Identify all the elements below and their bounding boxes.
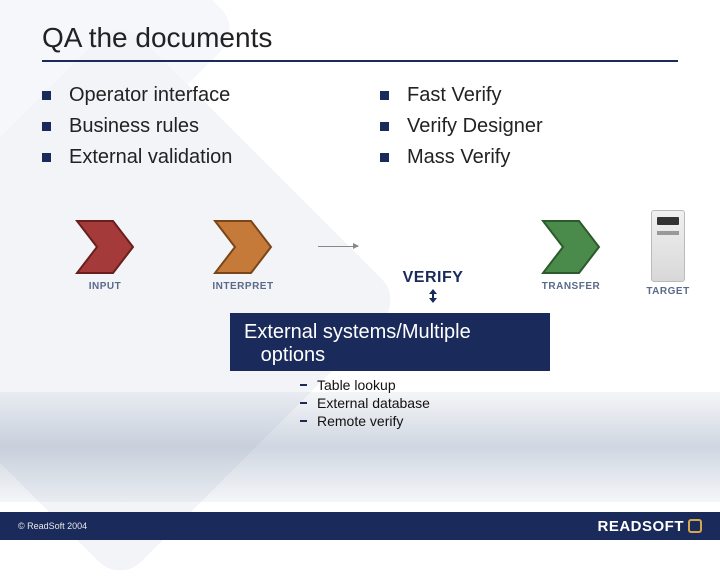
server-icon [651, 210, 685, 282]
bullets-right: Fast Verify Verify Designer Mass Verify [380, 84, 678, 177]
bullet-text: Operator interface [69, 84, 230, 107]
double-arrow-icon [428, 289, 438, 303]
sub-bullet-text: External database [317, 395, 430, 411]
dash-icon [300, 384, 307, 386]
bullet-icon [42, 153, 51, 162]
external-systems-block: External systems/Multiple options [230, 313, 550, 371]
footer-bar: © ReadSoft 2004 READSOFT [0, 512, 720, 540]
flow-label: INTERPRET [212, 281, 273, 292]
sub-bullet-item: Table lookup [300, 377, 720, 393]
flow-row: INPUT INTERPRET VERIFY TRANSFER TARGET [0, 177, 720, 303]
sub-bullet-item: External database [300, 395, 720, 411]
flow-label: TRANSFER [542, 281, 600, 292]
external-title: External systems/Multiple options [244, 321, 536, 367]
dash-icon [300, 420, 307, 422]
flow-step-transfer: TRANSFER [508, 219, 634, 292]
chevron-icon [75, 219, 135, 275]
flow-connector-icon [318, 246, 358, 247]
bullet-text: Business rules [69, 115, 199, 138]
copyright-text: © ReadSoft 2004 [18, 521, 87, 531]
bullet-item: External validation [42, 146, 340, 169]
slide-title: QA the documents [0, 0, 720, 60]
flow-label-verify: VERIFY [403, 269, 464, 287]
brand-logo: READSOFT [598, 518, 703, 535]
bullet-item: Operator interface [42, 84, 340, 107]
brand-text: READSOFT [598, 518, 685, 535]
bullet-text: Fast Verify [407, 84, 501, 107]
bullet-icon [42, 91, 51, 100]
bullets-row: Operator interface Business rules Extern… [0, 62, 720, 177]
chevron-icon [213, 219, 273, 275]
sub-bullet-item: Remote verify [300, 413, 720, 429]
chevron-icon [541, 219, 601, 275]
bullet-item: Fast Verify [380, 84, 678, 107]
bullet-item: Mass Verify [380, 146, 678, 169]
bullet-text: Mass Verify [407, 146, 510, 169]
bullet-text: External validation [69, 146, 232, 169]
flow-step-verify: VERIFY [370, 207, 496, 303]
logo-mark-icon [688, 519, 702, 533]
flow-label: INPUT [89, 281, 122, 292]
bullet-item: Verify Designer [380, 115, 678, 138]
flow-label: TARGET [646, 286, 689, 297]
bullet-icon [42, 122, 51, 131]
sub-bullet-text: Remote verify [317, 413, 403, 429]
chevron-path [77, 221, 133, 273]
sub-bullet-text: Table lookup [317, 377, 396, 393]
bullet-icon [380, 91, 389, 100]
bullet-item: Business rules [42, 115, 340, 138]
dash-icon [300, 402, 307, 404]
bullet-icon [380, 122, 389, 131]
flow-step-input: INPUT [42, 219, 168, 292]
bullet-text: Verify Designer [407, 115, 543, 138]
sub-bullets: Table lookup External database Remote ve… [300, 377, 720, 429]
bullet-icon [380, 153, 389, 162]
bullets-left: Operator interface Business rules Extern… [42, 84, 340, 177]
flow-step-target: TARGET [646, 210, 690, 300]
flow-step-interpret: INTERPRET [180, 219, 306, 292]
